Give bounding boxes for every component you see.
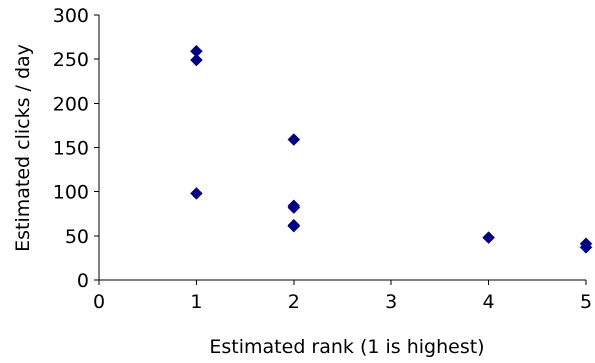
y-tick-label: 150 — [53, 138, 89, 160]
x-tick-label: 1 — [190, 291, 202, 313]
y-tick-label: 250 — [53, 49, 89, 71]
x-tick-label: 3 — [385, 291, 397, 313]
y-tick-label: 200 — [53, 93, 89, 115]
x-tick-label: 2 — [288, 291, 300, 313]
x-tick-label: 0 — [93, 291, 105, 313]
data-point — [287, 219, 301, 233]
y-tick-label: 0 — [77, 270, 89, 292]
data-point — [482, 231, 495, 244]
data-point — [190, 187, 203, 200]
data-point — [190, 53, 203, 67]
y-tick-label: 50 — [65, 226, 89, 248]
data-point — [579, 240, 593, 254]
y-axis-title: Estimated clicks / day — [12, 44, 34, 252]
data-point — [287, 201, 301, 214]
x-axis-title: Estimated rank (1 is highest) — [209, 336, 484, 358]
data-point — [287, 133, 301, 146]
y-axis-ticks: 0 50 100 150 200 250 300 — [53, 5, 99, 292]
x-tick-label: 5 — [580, 291, 592, 313]
y-tick-label: 300 — [53, 5, 89, 27]
x-tick-label: 4 — [483, 291, 495, 313]
plot-area: 0 50 100 150 200 250 300 0 1 2 3 4 5 — [53, 5, 593, 313]
y-tick-label: 100 — [53, 182, 89, 204]
x-axis-ticks: 0 1 2 3 4 5 — [93, 280, 592, 313]
data-points — [190, 44, 593, 254]
